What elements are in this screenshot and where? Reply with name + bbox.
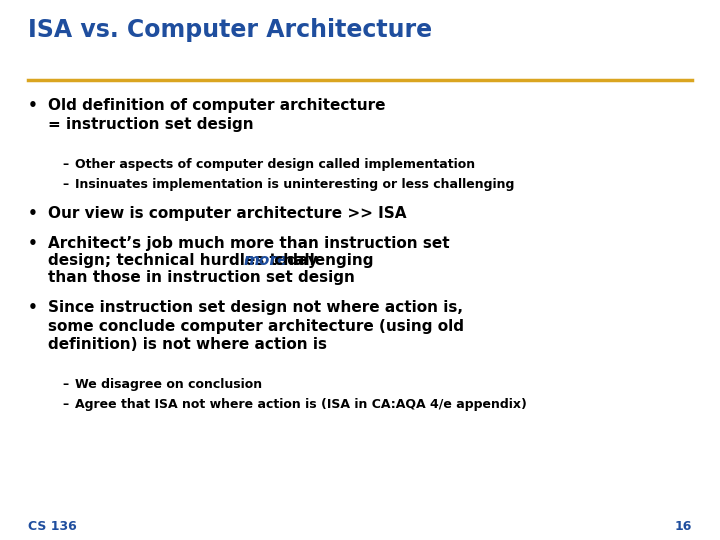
Text: –: – bbox=[62, 158, 68, 171]
Text: Agree that ISA not where action is (ISA in CA:AQA 4/e appendix): Agree that ISA not where action is (ISA … bbox=[75, 398, 527, 411]
Text: –: – bbox=[62, 378, 68, 391]
Text: Other aspects of computer design called implementation: Other aspects of computer design called … bbox=[75, 158, 475, 171]
Text: We disagree on conclusion: We disagree on conclusion bbox=[75, 378, 262, 391]
Text: Insinuates implementation is uninteresting or less challenging: Insinuates implementation is uninteresti… bbox=[75, 178, 514, 191]
Text: Old definition of computer architecture
= instruction set design: Old definition of computer architecture … bbox=[48, 98, 385, 132]
Text: •: • bbox=[28, 300, 38, 315]
Text: •: • bbox=[28, 98, 38, 113]
Text: ISA vs. Computer Architecture: ISA vs. Computer Architecture bbox=[28, 18, 432, 42]
Text: 16: 16 bbox=[675, 520, 692, 533]
Text: Our view is computer architecture >> ISA: Our view is computer architecture >> ISA bbox=[48, 206, 407, 221]
Text: Architect’s job much more than instruction set: Architect’s job much more than instructi… bbox=[48, 236, 449, 251]
Text: –: – bbox=[62, 178, 68, 191]
Text: •: • bbox=[28, 236, 38, 251]
Text: challenging: challenging bbox=[269, 253, 374, 268]
Text: Since instruction set design not where action is,
some conclude computer archite: Since instruction set design not where a… bbox=[48, 300, 464, 352]
Text: than those in instruction set design: than those in instruction set design bbox=[48, 270, 355, 285]
Text: more: more bbox=[243, 253, 287, 268]
Text: CS 136: CS 136 bbox=[28, 520, 77, 533]
Text: •: • bbox=[28, 206, 38, 221]
Text: design; technical hurdles today: design; technical hurdles today bbox=[48, 253, 323, 268]
Text: –: – bbox=[62, 398, 68, 411]
